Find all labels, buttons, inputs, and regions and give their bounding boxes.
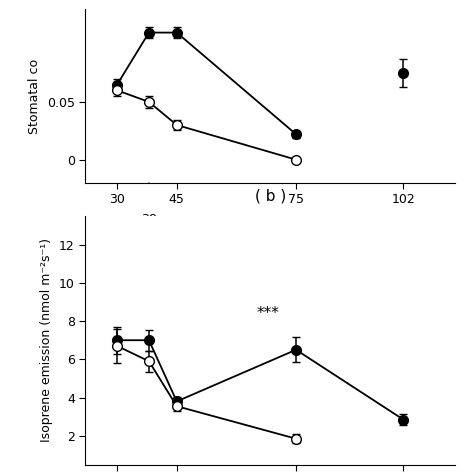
Y-axis label: Stomatal co: Stomatal co [28, 59, 41, 134]
Y-axis label: Isoprene emission (nmol m⁻²s⁻¹): Isoprene emission (nmol m⁻²s⁻¹) [40, 238, 54, 442]
Text: 38: 38 [141, 213, 157, 226]
X-axis label: Time (days): Time (days) [229, 231, 311, 245]
Text: ( b ): ( b ) [255, 189, 286, 203]
Text: ***: *** [257, 306, 280, 321]
